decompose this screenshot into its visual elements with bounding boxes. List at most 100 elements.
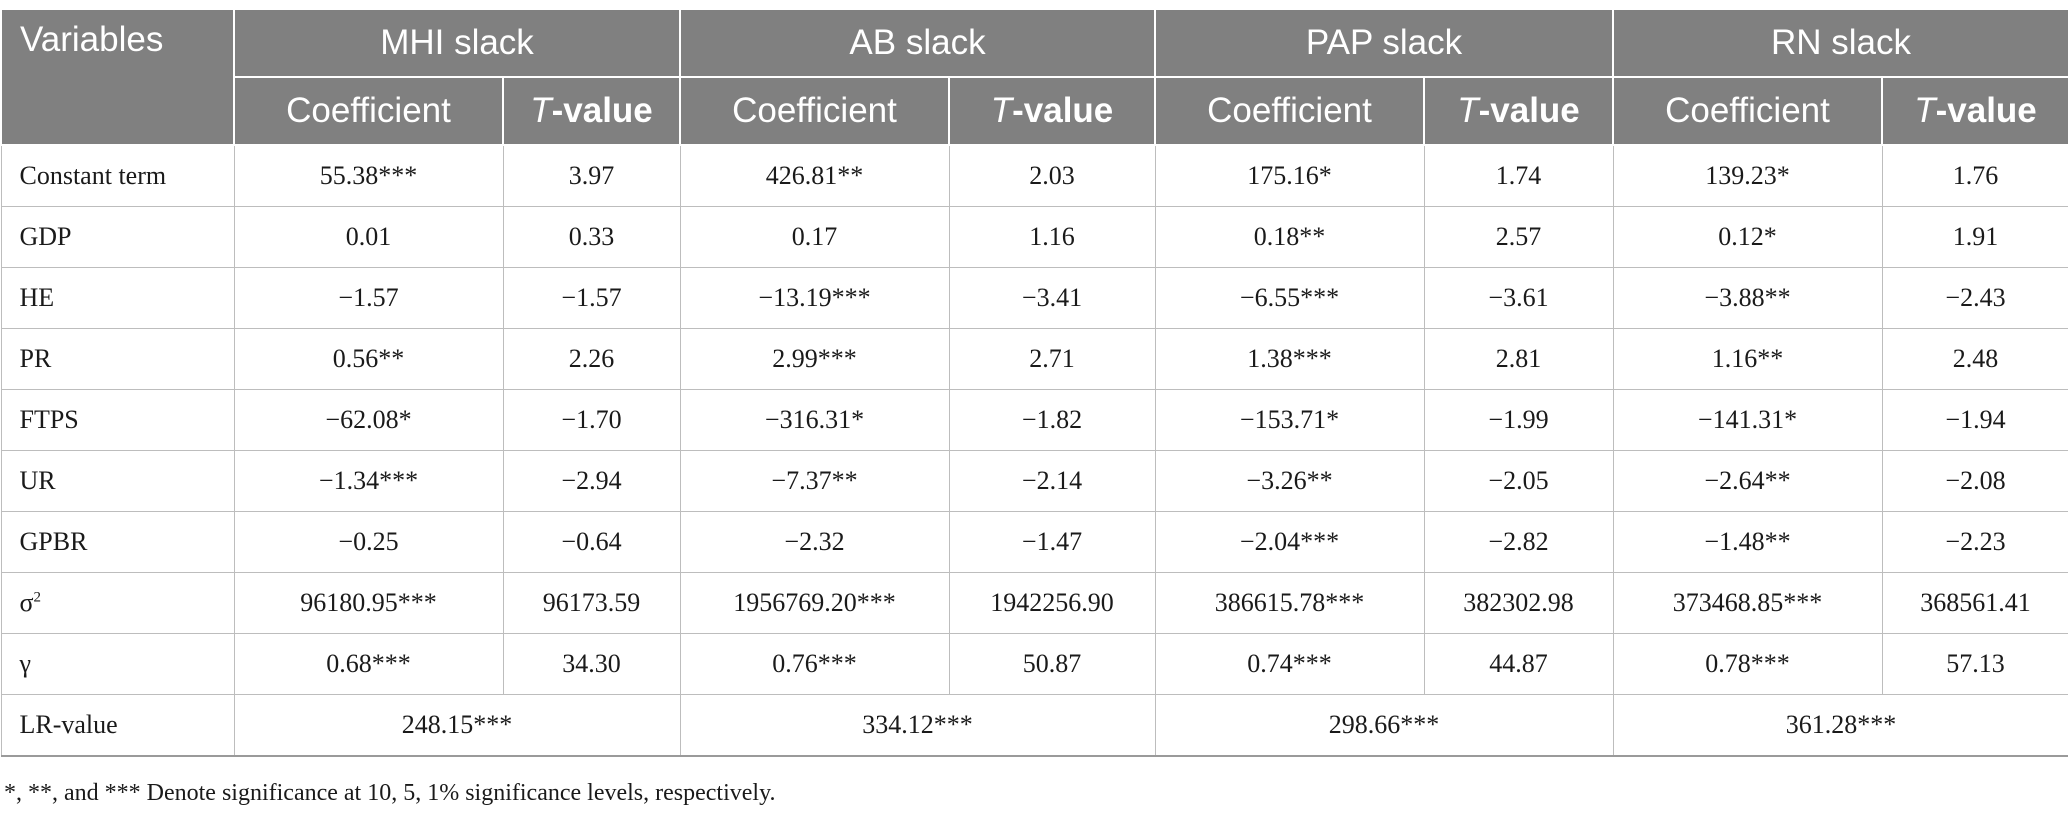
cell-value: −1.94 xyxy=(1881,389,2068,451)
cell-value: 1.74 xyxy=(1423,144,1614,207)
cell-value: 368561.41 xyxy=(1881,572,2068,634)
cell-value: 3.97 xyxy=(502,144,681,207)
header-coefficient: Coefficient xyxy=(1154,76,1425,146)
regression-table-container: Variables MHI slack AB slack PAP slack R… xyxy=(0,8,2068,757)
table-row: FTPS −62.08* −1.70 −316.31* −1.82 −153.7… xyxy=(0,389,2068,451)
cell-value: 373468.85*** xyxy=(1612,572,1883,634)
cell-value: −13.19*** xyxy=(679,267,950,329)
cell-value: 1.16** xyxy=(1612,328,1883,390)
cell-value: 34.30 xyxy=(502,633,681,695)
cell-value: 0.01 xyxy=(233,206,504,268)
row-label: PR xyxy=(0,328,235,390)
cell-value: 1.16 xyxy=(948,206,1156,268)
cell-value: 1942256.90 xyxy=(948,572,1156,634)
row-label-sigma-squared: σ2 xyxy=(0,572,235,634)
header-t-value: T-value xyxy=(502,76,681,146)
cell-value: −2.94 xyxy=(502,450,681,512)
row-label: HE xyxy=(0,267,235,329)
cell-value: −2.23 xyxy=(1881,511,2068,573)
cell-value: −141.31* xyxy=(1612,389,1883,451)
header-group-pap: PAP slack xyxy=(1154,8,1614,78)
cell-value: −1.34*** xyxy=(233,450,504,512)
row-label: GPBR xyxy=(0,511,235,573)
cell-value: 2.99*** xyxy=(679,328,950,390)
table-footnote: *, **, and *** Denote significance at 10… xyxy=(4,780,776,806)
cell-value: 0.12* xyxy=(1612,206,1883,268)
cell-value: −2.05 xyxy=(1423,450,1614,512)
cell-value: −0.25 xyxy=(233,511,504,573)
cell-value: 2.48 xyxy=(1881,328,2068,390)
cell-value: 57.13 xyxy=(1881,633,2068,695)
header-variables: Variables xyxy=(0,8,235,146)
header-coefficient: Coefficient xyxy=(233,76,504,146)
cell-value: 0.74*** xyxy=(1154,633,1425,695)
cell-value: 55.38*** xyxy=(233,144,504,207)
cell-value: −316.31* xyxy=(679,389,950,451)
cell-value: 0.56** xyxy=(233,328,504,390)
cell-value: 386615.78*** xyxy=(1154,572,1425,634)
cell-value: −3.61 xyxy=(1423,267,1614,329)
header-t-value: T-value xyxy=(948,76,1156,146)
cell-value: 96173.59 xyxy=(502,572,681,634)
cell-value: −2.32 xyxy=(679,511,950,573)
regression-table: Variables MHI slack AB slack PAP slack R… xyxy=(0,8,2068,757)
header-group-rn: RN slack xyxy=(1612,8,2068,78)
cell-value: 50.87 xyxy=(948,633,1156,695)
cell-value: 2.03 xyxy=(948,144,1156,207)
cell-value: 298.66*** xyxy=(1154,694,1614,757)
cell-value: 0.78*** xyxy=(1612,633,1883,695)
cell-value: −3.88** xyxy=(1612,267,1883,329)
cell-value: −0.64 xyxy=(502,511,681,573)
table-row-lr-value: LR-value 248.15*** 334.12*** 298.66*** 3… xyxy=(0,694,2068,757)
cell-value: −1.57 xyxy=(502,267,681,329)
cell-value: −1.82 xyxy=(948,389,1156,451)
cell-value: −2.82 xyxy=(1423,511,1614,573)
cell-value: −3.26** xyxy=(1154,450,1425,512)
header-row-subcolumns: Coefficient T-value Coefficient T-value … xyxy=(1,76,2068,146)
cell-value: −153.71* xyxy=(1154,389,1425,451)
table-row: PR 0.56** 2.26 2.99*** 2.71 1.38*** 2.81… xyxy=(0,328,2068,390)
header-coefficient: Coefficient xyxy=(679,76,950,146)
cell-value: 44.87 xyxy=(1423,633,1614,695)
cell-value: 382302.98 xyxy=(1423,572,1614,634)
cell-value: −2.04*** xyxy=(1154,511,1425,573)
table-row: γ 0.68*** 34.30 0.76*** 50.87 0.74*** 44… xyxy=(0,633,2068,695)
cell-value: 96180.95*** xyxy=(233,572,504,634)
cell-value: −1.57 xyxy=(233,267,504,329)
cell-value: −2.43 xyxy=(1881,267,2068,329)
table-row: Constant term 55.38*** 3.97 426.81** 2.0… xyxy=(0,144,2068,207)
cell-value: 175.16* xyxy=(1154,144,1425,207)
table-row: GPBR −0.25 −0.64 −2.32 −1.47 −2.04*** −2… xyxy=(0,511,2068,573)
cell-value: 1.76 xyxy=(1881,144,2068,207)
cell-value: −2.64** xyxy=(1612,450,1883,512)
cell-value: 334.12*** xyxy=(679,694,1156,757)
cell-value: −6.55*** xyxy=(1154,267,1425,329)
cell-value: 361.28*** xyxy=(1612,694,2068,757)
cell-value: 248.15*** xyxy=(233,694,681,757)
cell-value: 0.33 xyxy=(502,206,681,268)
cell-value: 139.23* xyxy=(1612,144,1883,207)
row-label: FTPS xyxy=(0,389,235,451)
header-group-ab: AB slack xyxy=(679,8,1156,78)
cell-value: 2.57 xyxy=(1423,206,1614,268)
cell-value: 0.76*** xyxy=(679,633,950,695)
cell-value: 0.17 xyxy=(679,206,950,268)
row-label: γ xyxy=(0,633,235,695)
header-row-groups: Variables MHI slack AB slack PAP slack R… xyxy=(0,8,2068,146)
header-coefficient: Coefficient xyxy=(1612,76,1883,146)
table-row: HE −1.57 −1.57 −13.19*** −3.41 −6.55*** … xyxy=(0,267,2068,329)
cell-value: −2.08 xyxy=(1881,450,2068,512)
cell-value: −1.99 xyxy=(1423,389,1614,451)
cell-value: 2.81 xyxy=(1423,328,1614,390)
cell-value: 1.38*** xyxy=(1154,328,1425,390)
cell-value: −7.37** xyxy=(679,450,950,512)
row-label: LR-value xyxy=(0,694,235,757)
cell-value: −2.14 xyxy=(948,450,1156,512)
table-row: σ2 96180.95*** 96173.59 1956769.20*** 19… xyxy=(0,572,2068,634)
cell-value: 2.26 xyxy=(502,328,681,390)
cell-value: −1.48** xyxy=(1612,511,1883,573)
cell-value: 2.71 xyxy=(948,328,1156,390)
row-label: UR xyxy=(0,450,235,512)
cell-value: 1.91 xyxy=(1881,206,2068,268)
row-label: Constant term xyxy=(0,144,235,207)
